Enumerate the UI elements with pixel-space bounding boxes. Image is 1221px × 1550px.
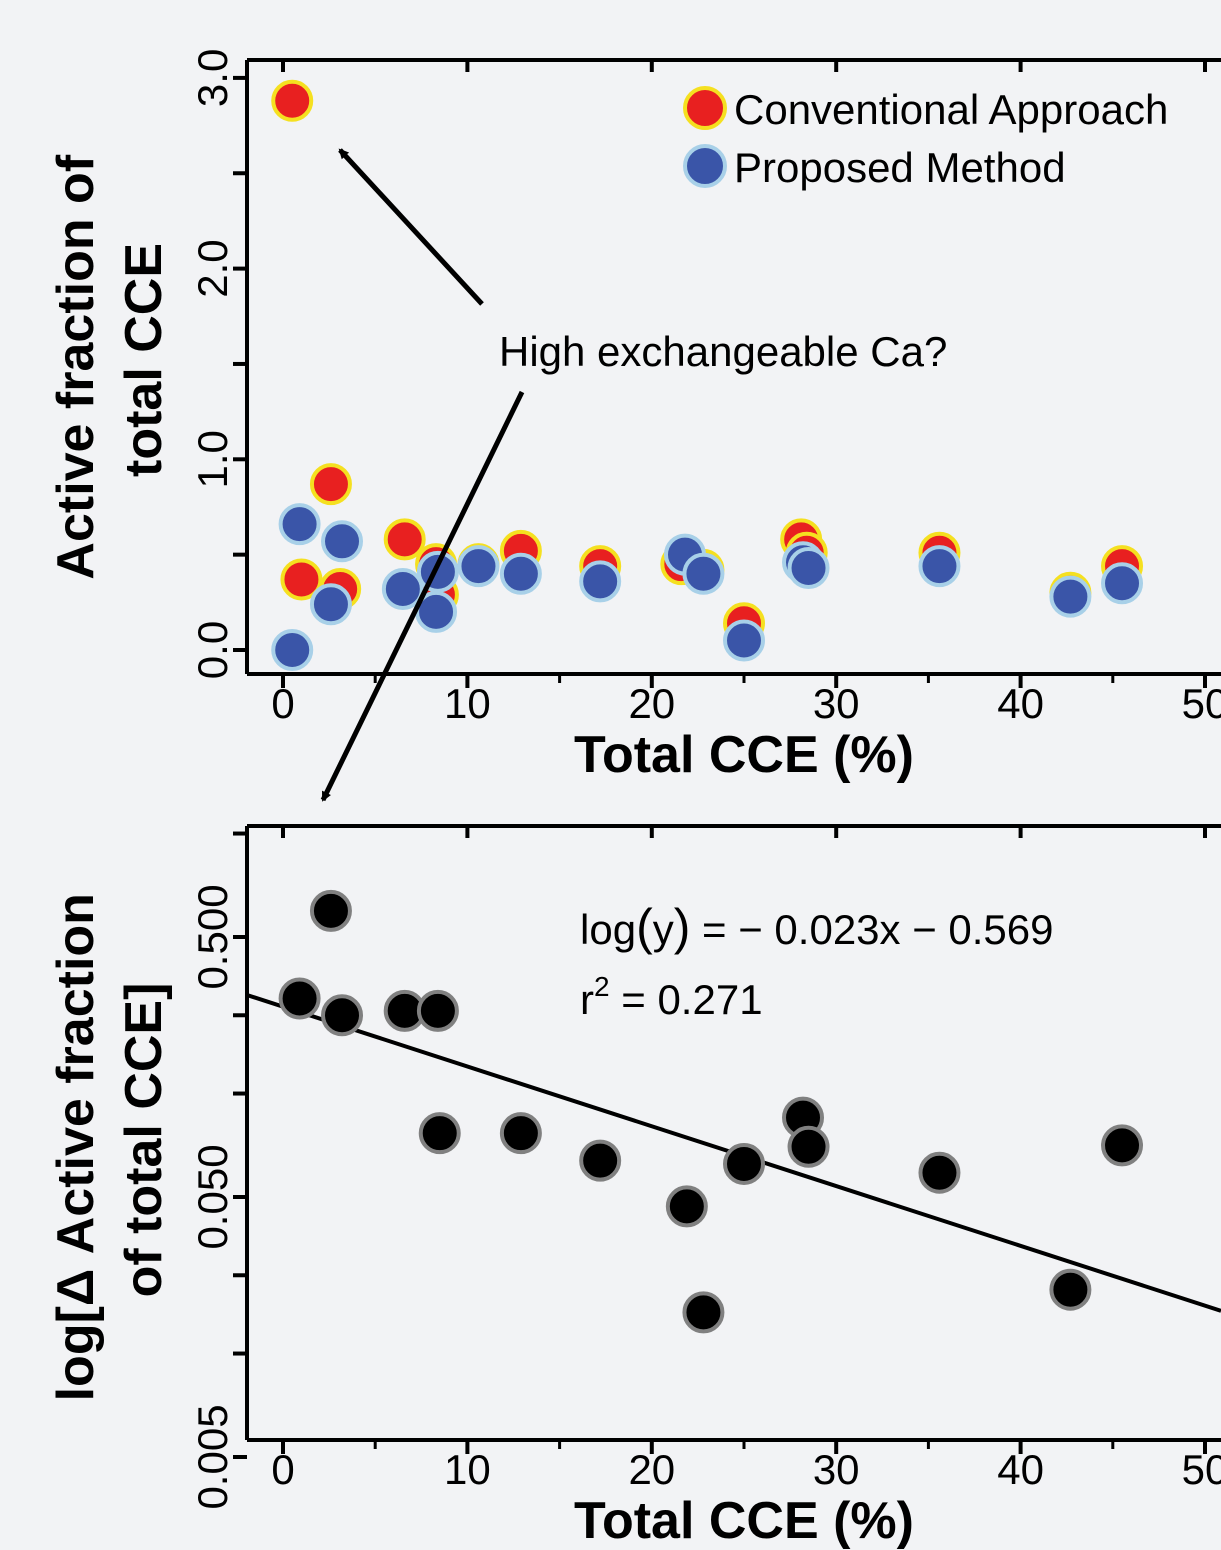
delta-point	[682, 1291, 725, 1334]
proposed-point	[271, 629, 314, 671]
conventional-point	[383, 518, 426, 561]
regression-equation: log(y) = − 0.023x − 0.569	[580, 899, 1054, 955]
delta-point	[723, 1142, 765, 1185]
top-y-axis-title-line1: Active fraction of	[47, 154, 105, 579]
legend-label-conventional: Conventional Approach	[734, 86, 1168, 133]
proposed-point	[321, 520, 364, 563]
legend-marker-proposed	[683, 144, 727, 188]
bottom-axes	[245, 824, 1221, 1442]
x-tick-label: 10	[444, 680, 491, 727]
top-y-axis-title: Active fraction of total CCE	[47, 140, 173, 579]
top-y-ticks: 0.0 1.0 2.0 3.0	[189, 49, 247, 679]
x-tick-label: 0	[271, 1446, 294, 1493]
equation-var: y	[653, 906, 674, 953]
r-squared-sup: 2	[594, 971, 610, 1002]
bottom-data-points	[278, 889, 1144, 1334]
bottom-y-axis-title-line2: of total CCE]	[115, 983, 173, 1298]
proposed-point	[787, 546, 830, 589]
top-data-points	[271, 79, 1144, 671]
y-tick-label: 0.0	[189, 621, 236, 679]
delta-point	[499, 1112, 542, 1155]
delta-point	[1049, 1268, 1092, 1311]
delta-point	[665, 1185, 708, 1228]
r-squared-rest: = 0.271	[610, 976, 763, 1023]
x-tick-label: 50	[1182, 680, 1221, 727]
y-tick-label: 1.0	[189, 430, 236, 488]
y-tick-label: 0.050	[189, 1144, 236, 1249]
proposed-point	[682, 552, 725, 595]
x-tick-label: 40	[997, 1446, 1044, 1493]
top-chart: 0 10 20 30 40 50 0.0 1.0 2.0 3.0 Total CCE (%) A…	[47, 49, 1221, 802]
proposed-point	[457, 545, 500, 588]
r-squared: r2 = 0.271	[580, 971, 763, 1023]
top-y-axis-title-line2: total CCE	[115, 243, 173, 477]
annotation-arrow-up	[338, 148, 484, 306]
top-axes	[245, 58, 1221, 676]
annotation-label: High exchangeable Ca?	[499, 328, 947, 375]
delta-point	[918, 1151, 961, 1194]
bottom-y-axis-title: log[Δ Active fraction of total CCE]	[47, 879, 173, 1402]
legend: Conventional Approach Proposed Method	[683, 86, 1168, 191]
x-tick-label: 30	[813, 1446, 860, 1493]
annotation-arrow-down	[320, 390, 525, 802]
proposed-point	[918, 545, 961, 588]
x-tick-label: 0	[271, 680, 294, 727]
proposed-point	[278, 503, 321, 546]
proposed-point	[1049, 575, 1092, 618]
x-tick-label: 30	[813, 680, 860, 727]
equation-log-word: log	[580, 906, 636, 953]
y-tick-label: 0.005	[189, 1404, 236, 1509]
legend-label-proposed: Proposed Method	[734, 144, 1066, 191]
x-tick-label: 20	[628, 680, 675, 727]
delta-point	[309, 889, 352, 932]
conventional-point	[280, 558, 323, 601]
bottom-y-axis-title-line1: log[Δ Active fraction	[47, 893, 105, 1401]
delta-point	[787, 1125, 830, 1168]
delta-point	[1101, 1124, 1144, 1167]
x-tick-label: 10	[444, 1446, 491, 1493]
x-tick-label: 40	[997, 680, 1044, 727]
bottom-y-ticks: 0.005 0.050 0.500	[189, 831, 247, 1510]
conventional-point	[309, 463, 352, 506]
legend-marker-conventional	[683, 86, 727, 130]
equation-open-paren: (	[636, 899, 653, 955]
bottom-x-axis-title: Total CCE (%)	[574, 1492, 914, 1550]
equation-rest: = − 0.023x − 0.569	[690, 906, 1053, 953]
proposed-point	[309, 583, 352, 626]
top-x-ticks: 0 10 20 30 40 50	[271, 60, 1221, 727]
equation-close-paren: )	[674, 899, 691, 955]
proposed-point	[499, 552, 542, 595]
proposed-point	[579, 560, 622, 603]
conventional-point	[271, 79, 314, 122]
proposed-point	[416, 550, 459, 593]
top-x-axis-title: Total CCE (%)	[574, 726, 914, 784]
r-squared-base: r	[580, 976, 594, 1023]
bottom-x-ticks: 0 10 20 30 40 50	[271, 826, 1221, 1493]
x-tick-label: 20	[628, 1446, 675, 1493]
delta-point	[418, 1112, 461, 1155]
x-tick-label: 50	[1182, 1446, 1221, 1493]
delta-point	[321, 994, 364, 1037]
delta-point	[579, 1139, 622, 1182]
proposed-point	[381, 567, 424, 610]
y-tick-label: 0.500	[189, 884, 236, 989]
delta-point	[278, 977, 321, 1020]
proposed-point	[723, 619, 765, 662]
proposed-point	[1101, 562, 1144, 605]
delta-point	[416, 989, 459, 1032]
y-tick-label: 3.0	[189, 49, 236, 107]
bottom-chart: 0 10 20 30 40 50 0.005 0.050 0.500 Total CCE (%…	[47, 824, 1221, 1550]
y-tick-label: 2.0	[189, 239, 236, 297]
